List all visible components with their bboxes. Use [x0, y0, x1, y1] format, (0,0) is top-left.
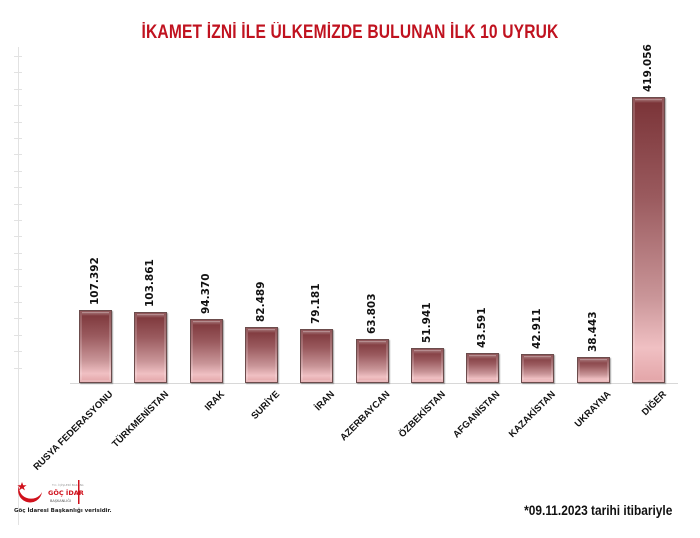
svg-text:T.C. İÇİŞLERİ BAKANLIĞI: T.C. İÇİŞLERİ BAKANLIĞI — [51, 482, 84, 487]
category-label: RUSYA FEDERASYONU — [31, 389, 116, 473]
bar — [190, 319, 223, 383]
y-axis-tick — [14, 220, 22, 221]
bar — [521, 354, 554, 383]
bar-value-label: 103.861 — [144, 259, 156, 307]
crescent-star-icon: T.C. İÇİŞLERİ BAKANLIĞI GÖÇ İDARESİ BAŞK… — [17, 480, 95, 504]
category-label: IRAK — [202, 389, 228, 414]
y-axis-tick — [14, 252, 22, 254]
y-axis-tick — [14, 351, 22, 353]
bar-value-label: 419.056 — [642, 44, 654, 92]
bar — [356, 339, 389, 383]
y-axis-tick — [14, 334, 22, 336]
data-source-caption: Göç İdaresi Başkanlığı verisidir. — [14, 508, 112, 514]
bar-value-label: 51.941 — [421, 302, 433, 343]
category-label: AZERBAYCAN — [338, 389, 393, 444]
bar-value-label: 38.443 — [587, 311, 599, 352]
y-axis-tick — [14, 88, 22, 90]
y-axis-tick — [14, 203, 22, 205]
y-axis-tick — [14, 187, 22, 189]
bar-value-label: 82.489 — [255, 281, 267, 322]
category-label: SURİYE — [249, 389, 283, 422]
chart-title: İKAMET İZNİ İLE ÜLKEMİZDE BULUNAN İLK 10… — [141, 22, 559, 43]
y-axis-tick — [14, 236, 22, 238]
bar-value-label: 63.803 — [366, 293, 378, 334]
y-axis-tick — [14, 367, 22, 369]
category-label: UKRAYNA — [572, 389, 614, 430]
y-axis-tick — [14, 105, 22, 107]
y-axis-tick — [14, 56, 22, 57]
y-axis-tick — [14, 170, 22, 172]
y-axis-tick — [14, 72, 22, 74]
bar — [632, 97, 665, 383]
bar-value-label: 107.392 — [89, 257, 101, 305]
category-label: DİĞER — [639, 389, 669, 419]
category-label: ÖZBEKİSTAN — [396, 389, 448, 440]
category-label: AFGANİSTAN — [451, 389, 503, 441]
bar — [134, 312, 167, 383]
bar — [245, 327, 278, 383]
category-label: İRAN — [312, 389, 338, 414]
y-axis-tick — [14, 318, 22, 320]
bar-value-label: 43.591 — [476, 307, 488, 348]
y-axis-tick — [14, 269, 22, 271]
x-axis-baseline — [70, 383, 678, 384]
y-axis-tick — [14, 154, 22, 156]
category-label: KAZAKİSTAN — [506, 389, 558, 440]
date-footnote: *09.11.2023 tarihi itibariyle — [523, 502, 672, 518]
bar — [300, 329, 333, 383]
bar-value-label: 42.911 — [531, 308, 543, 349]
bar-value-label: 79.181 — [310, 283, 322, 324]
goc-idaresi-logo: T.C. İÇİŞLERİ BAKANLIĞI GÖÇ İDARESİ BAŞK… — [14, 478, 95, 518]
svg-text:GÖÇ İDARESİ: GÖÇ İDARESİ — [48, 488, 84, 497]
bar — [466, 353, 499, 383]
svg-text:BAŞKANLIĞI: BAŞKANLIĞI — [50, 498, 71, 503]
bar — [79, 310, 112, 383]
y-axis-tick — [14, 302, 22, 303]
bar-value-label: 94.370 — [200, 273, 212, 314]
y-axis-tick — [14, 121, 22, 123]
y-axis-tick — [14, 138, 22, 139]
category-label: TÜRKMENİSTAN — [110, 389, 172, 451]
bar — [577, 357, 610, 383]
bar — [411, 348, 444, 383]
y-axis-tick — [14, 285, 22, 287]
